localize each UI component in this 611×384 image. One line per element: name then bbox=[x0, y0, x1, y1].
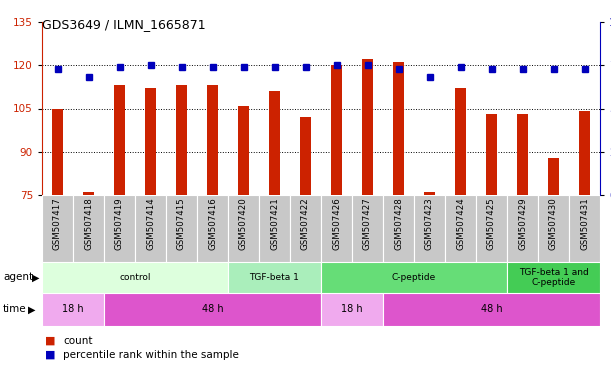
Text: control: control bbox=[119, 273, 151, 282]
Text: GSM507418: GSM507418 bbox=[84, 197, 93, 250]
Bar bbox=[383, 195, 414, 262]
Bar bbox=[228, 262, 321, 293]
Bar bbox=[114, 85, 125, 195]
Bar bbox=[207, 85, 218, 195]
Text: agent: agent bbox=[3, 273, 33, 283]
Text: GSM507417: GSM507417 bbox=[53, 197, 62, 250]
Text: ▶: ▶ bbox=[27, 305, 35, 314]
Text: 48 h: 48 h bbox=[481, 305, 502, 314]
Bar bbox=[300, 117, 311, 195]
Bar bbox=[321, 293, 383, 326]
Text: GSM507422: GSM507422 bbox=[301, 197, 310, 250]
Text: 48 h: 48 h bbox=[202, 305, 223, 314]
Text: GSM507426: GSM507426 bbox=[332, 197, 341, 250]
Bar bbox=[238, 106, 249, 195]
Bar bbox=[104, 293, 321, 326]
Bar bbox=[548, 157, 559, 195]
Bar bbox=[414, 195, 445, 262]
Bar bbox=[321, 262, 507, 293]
Text: time: time bbox=[3, 305, 27, 314]
Bar bbox=[135, 195, 166, 262]
Bar bbox=[445, 195, 476, 262]
Text: ▶: ▶ bbox=[32, 273, 39, 283]
Text: GSM507416: GSM507416 bbox=[208, 197, 217, 250]
Bar bbox=[393, 62, 404, 195]
Text: ■: ■ bbox=[45, 350, 56, 360]
Bar bbox=[73, 195, 104, 262]
Bar bbox=[104, 195, 135, 262]
Text: GSM507415: GSM507415 bbox=[177, 197, 186, 250]
Bar bbox=[383, 293, 600, 326]
Bar bbox=[259, 195, 290, 262]
Bar bbox=[42, 195, 73, 262]
Bar bbox=[166, 195, 197, 262]
Bar bbox=[228, 195, 259, 262]
Text: GSM507423: GSM507423 bbox=[425, 197, 434, 250]
Bar bbox=[352, 195, 383, 262]
Text: GSM507431: GSM507431 bbox=[580, 197, 589, 250]
Bar bbox=[486, 114, 497, 195]
Text: ■: ■ bbox=[45, 336, 56, 346]
Text: GSM507421: GSM507421 bbox=[270, 197, 279, 250]
Bar bbox=[424, 192, 435, 195]
Bar bbox=[42, 293, 104, 326]
Text: GSM507419: GSM507419 bbox=[115, 197, 124, 250]
Text: GDS3649 / ILMN_1665871: GDS3649 / ILMN_1665871 bbox=[42, 18, 206, 31]
Text: TGF-beta 1 and
C-peptide: TGF-beta 1 and C-peptide bbox=[519, 268, 588, 287]
Text: 18 h: 18 h bbox=[341, 305, 363, 314]
Bar bbox=[331, 65, 342, 195]
Bar bbox=[321, 195, 352, 262]
Text: GSM507414: GSM507414 bbox=[146, 197, 155, 250]
Bar bbox=[507, 262, 600, 293]
Bar bbox=[145, 88, 156, 195]
Bar bbox=[579, 111, 590, 195]
Text: TGF-beta 1: TGF-beta 1 bbox=[249, 273, 299, 282]
Text: GSM507430: GSM507430 bbox=[549, 197, 558, 250]
Text: count: count bbox=[64, 336, 93, 346]
Bar bbox=[517, 114, 528, 195]
Text: C-peptide: C-peptide bbox=[392, 273, 436, 282]
Bar bbox=[476, 195, 507, 262]
Bar bbox=[269, 91, 280, 195]
Bar bbox=[290, 195, 321, 262]
Bar bbox=[507, 195, 538, 262]
Text: GSM507420: GSM507420 bbox=[239, 197, 248, 250]
Bar bbox=[538, 195, 569, 262]
Text: GSM507428: GSM507428 bbox=[394, 197, 403, 250]
Bar bbox=[197, 195, 228, 262]
Bar bbox=[52, 109, 63, 195]
Text: GSM507429: GSM507429 bbox=[518, 197, 527, 250]
Bar bbox=[569, 195, 600, 262]
Bar bbox=[83, 192, 94, 195]
Bar bbox=[42, 262, 228, 293]
Text: GSM507424: GSM507424 bbox=[456, 197, 465, 250]
Text: 18 h: 18 h bbox=[62, 305, 84, 314]
Text: GSM507427: GSM507427 bbox=[363, 197, 372, 250]
Text: GSM507425: GSM507425 bbox=[487, 197, 496, 250]
Bar bbox=[362, 60, 373, 195]
Text: percentile rank within the sample: percentile rank within the sample bbox=[64, 350, 240, 360]
Bar bbox=[455, 88, 466, 195]
Bar bbox=[176, 85, 187, 195]
